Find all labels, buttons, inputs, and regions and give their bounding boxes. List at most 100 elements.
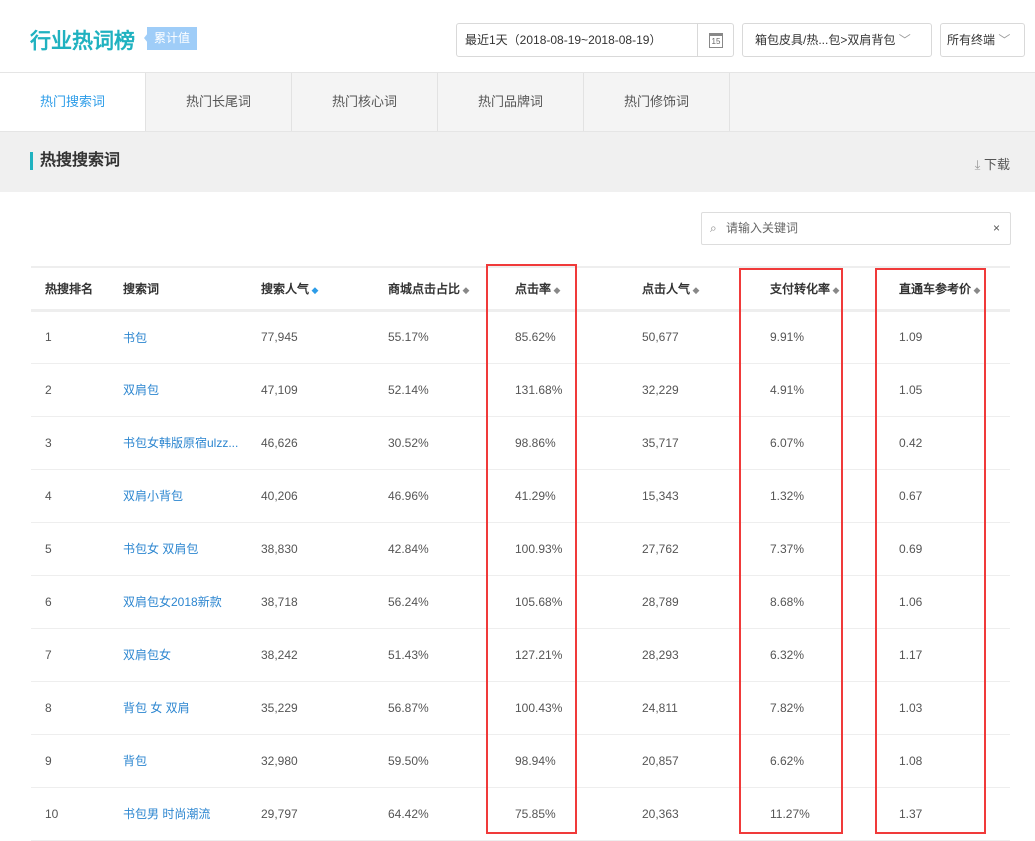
tab-modifier[interactable]: 热门修饰词 (584, 73, 730, 131)
table-cell: 1.17 (885, 628, 1010, 682)
table-cell: 38,718 (247, 575, 374, 629)
category-text: 箱包皮具/热...包>双肩背包 (755, 33, 896, 47)
table-cell: 8.68% (756, 575, 885, 629)
table-cell: 1.09 (885, 310, 1010, 364)
category-select[interactable]: 箱包皮具/热...包>双肩背包 ﹀ (742, 23, 932, 57)
table-cell: 20,857 (628, 734, 756, 788)
highlight-box-conversion (739, 268, 843, 834)
column-header[interactable]: 商城点击占比 ◆ (374, 266, 501, 312)
tab-hot-search[interactable]: 热门搜索词 (0, 73, 146, 131)
keyword-link[interactable]: 背包 (109, 734, 247, 788)
column-header[interactable]: 搜索人气 ◆ (247, 266, 374, 312)
terminal-select[interactable]: 所有终端 ﹀ (940, 23, 1025, 57)
table-cell: 75.85% (501, 787, 628, 841)
column-header-label: 搜索词 (123, 281, 160, 296)
table-cell: 1.06 (885, 575, 1010, 629)
search-icon: ⌕ (710, 221, 717, 235)
keyword-link[interactable]: 双肩小背包 (109, 469, 247, 523)
table-cell: 6.32% (756, 628, 885, 682)
table-row: 10 书包男 时尚潮流 29,797 64.42% 75.85% 20,363 11.27%… (31, 787, 1010, 841)
page-title: 行业热词榜 (30, 30, 135, 53)
table-cell: 35,717 (628, 416, 756, 470)
table-cell: 3 (31, 416, 109, 470)
keyword-link[interactable]: 双肩包 (109, 363, 247, 417)
tab-bar: 热门搜索词 热门长尾词 热门核心词 热门品牌词 热门修饰词 (0, 73, 1035, 132)
table-cell: 0.69 (885, 522, 1010, 576)
sort-icon[interactable]: ◆ (460, 284, 470, 295)
column-header: 热搜排名 (31, 266, 109, 312)
keyword-search-input[interactable]: ⌕ 请输入关键词 × (701, 212, 1011, 245)
date-range-picker[interactable]: 最近1天（2018-08-19~2018-08-19） 15 (456, 23, 734, 57)
keyword-link[interactable]: 书包男 时尚潮流 (109, 787, 247, 841)
table-cell: 24,811 (628, 681, 756, 735)
header: 行业热词榜 累计值 最近1天（2018-08-19~2018-08-19） 15… (0, 0, 1035, 73)
keyword-link[interactable]: 书包 (109, 310, 247, 364)
column-header[interactable]: 点击人气 ◆ (628, 266, 756, 312)
table-cell: 46,626 (247, 416, 374, 470)
table-cell: 27,762 (628, 522, 756, 576)
table-cell: 1.37 (885, 787, 1010, 841)
download-button[interactable]: ⤓ 下载 (975, 154, 1010, 173)
table-cell: 15,343 (628, 469, 756, 523)
highlight-box-cpc (875, 268, 986, 834)
calendar-day: 15 (709, 33, 723, 48)
table-row: 6 双肩包女2018新款 38,718 56.24% 105.68% 28,789 8.68… (31, 575, 1010, 629)
column-header-label: 点击人气 (642, 281, 691, 296)
table-cell: 28,293 (628, 628, 756, 682)
table-cell: 7.82% (756, 681, 885, 735)
table-cell: 77,945 (247, 310, 374, 364)
keyword-link[interactable]: 书包女韩版原宿ulzz... (109, 416, 247, 470)
table-cell: 6.62% (756, 734, 885, 788)
table-cell: 41.29% (501, 469, 628, 523)
search-placeholder: 请输入关键词 (726, 221, 799, 235)
table-row: 3 书包女韩版原宿ulzz... 46,626 30.52% 98.86% 35,717 6… (31, 416, 1010, 470)
table-cell: 64.42% (374, 787, 501, 841)
sort-icon[interactable]: ◆ (690, 284, 700, 295)
column-header-label: 商城点击占比 (388, 281, 461, 296)
keyword-link[interactable]: 双肩包女 (109, 628, 247, 682)
keyword-link[interactable]: 书包女 双肩包 (109, 522, 247, 576)
table-row: 4 双肩小背包 40,206 46.96% 41.29% 15,343 1.32% 0.67 (31, 469, 1010, 523)
table-row: 5 书包女 双肩包 38,830 42.84% 100.93% 27,762 7.37% 0.… (31, 522, 1010, 576)
table-cell: 38,830 (247, 522, 374, 576)
table-cell: 0.42 (885, 416, 1010, 470)
table-cell: 38,242 (247, 628, 374, 682)
column-header-label: 直通车参考价 (899, 281, 972, 296)
hot-search-table: 热搜排名 搜索词 搜索人气 ◆ 商城点击占比 ◆ 点击率 ◆ 点击人气 ◆ 支付转化率 ◆ 直… (31, 266, 1010, 841)
column-header: 搜索词 (109, 266, 247, 312)
table-row: 7 双肩包女 38,242 51.43% 127.21% 28,293 6.32% 1.17 (31, 628, 1010, 682)
tab-long-tail[interactable]: 热门长尾词 (146, 73, 292, 131)
sort-icon[interactable]: ◆ (551, 284, 561, 295)
table-cell: 7.37% (756, 522, 885, 576)
clear-icon[interactable]: × (992, 221, 1000, 235)
table-cell: 5 (31, 522, 109, 576)
keyword-link[interactable]: 双肩包女2018新款 (109, 575, 247, 629)
sort-icon[interactable]: ◆ (309, 284, 319, 295)
sort-icon[interactable]: ◆ (830, 284, 840, 295)
sort-icon[interactable]: ◆ (971, 284, 981, 295)
keyword-link[interactable]: 背包 女 双肩 (109, 681, 247, 735)
table-cell: 98.86% (501, 416, 628, 470)
table-cell: 4 (31, 469, 109, 523)
table-cell: 56.87% (374, 681, 501, 735)
table-cell: 32,229 (628, 363, 756, 417)
table-cell: 29,797 (247, 787, 374, 841)
tab-core[interactable]: 热门核心词 (292, 73, 438, 131)
highlight-box-ctr (486, 264, 577, 834)
table-cell: 6.07% (756, 416, 885, 470)
download-icon: ⤓ (974, 157, 981, 172)
tab-brand[interactable]: 热门品牌词 (438, 73, 584, 131)
date-range-text: 最近1天（2018-08-19~2018-08-19） (465, 33, 662, 47)
table-cell: 46.96% (374, 469, 501, 523)
column-header-label: 支付转化率 (770, 281, 831, 296)
table-cell: 42.84% (374, 522, 501, 576)
column-header[interactable]: 点击率 ◆ (501, 266, 628, 312)
table-cell: 55.17% (374, 310, 501, 364)
table-row: 8 背包 女 双肩 35,229 56.87% 100.43% 24,811 7.82% 1.… (31, 681, 1010, 735)
chevron-down-icon: ﹀ (898, 33, 911, 47)
table-row: 1 书包 77,945 55.17% 85.62% 50,677 9.91% 1.09 (31, 310, 1010, 364)
calendar-icon[interactable]: 15 (697, 24, 733, 56)
column-header-label: 点击率 (515, 281, 552, 296)
table-cell: 51.43% (374, 628, 501, 682)
table-cell: 7 (31, 628, 109, 682)
